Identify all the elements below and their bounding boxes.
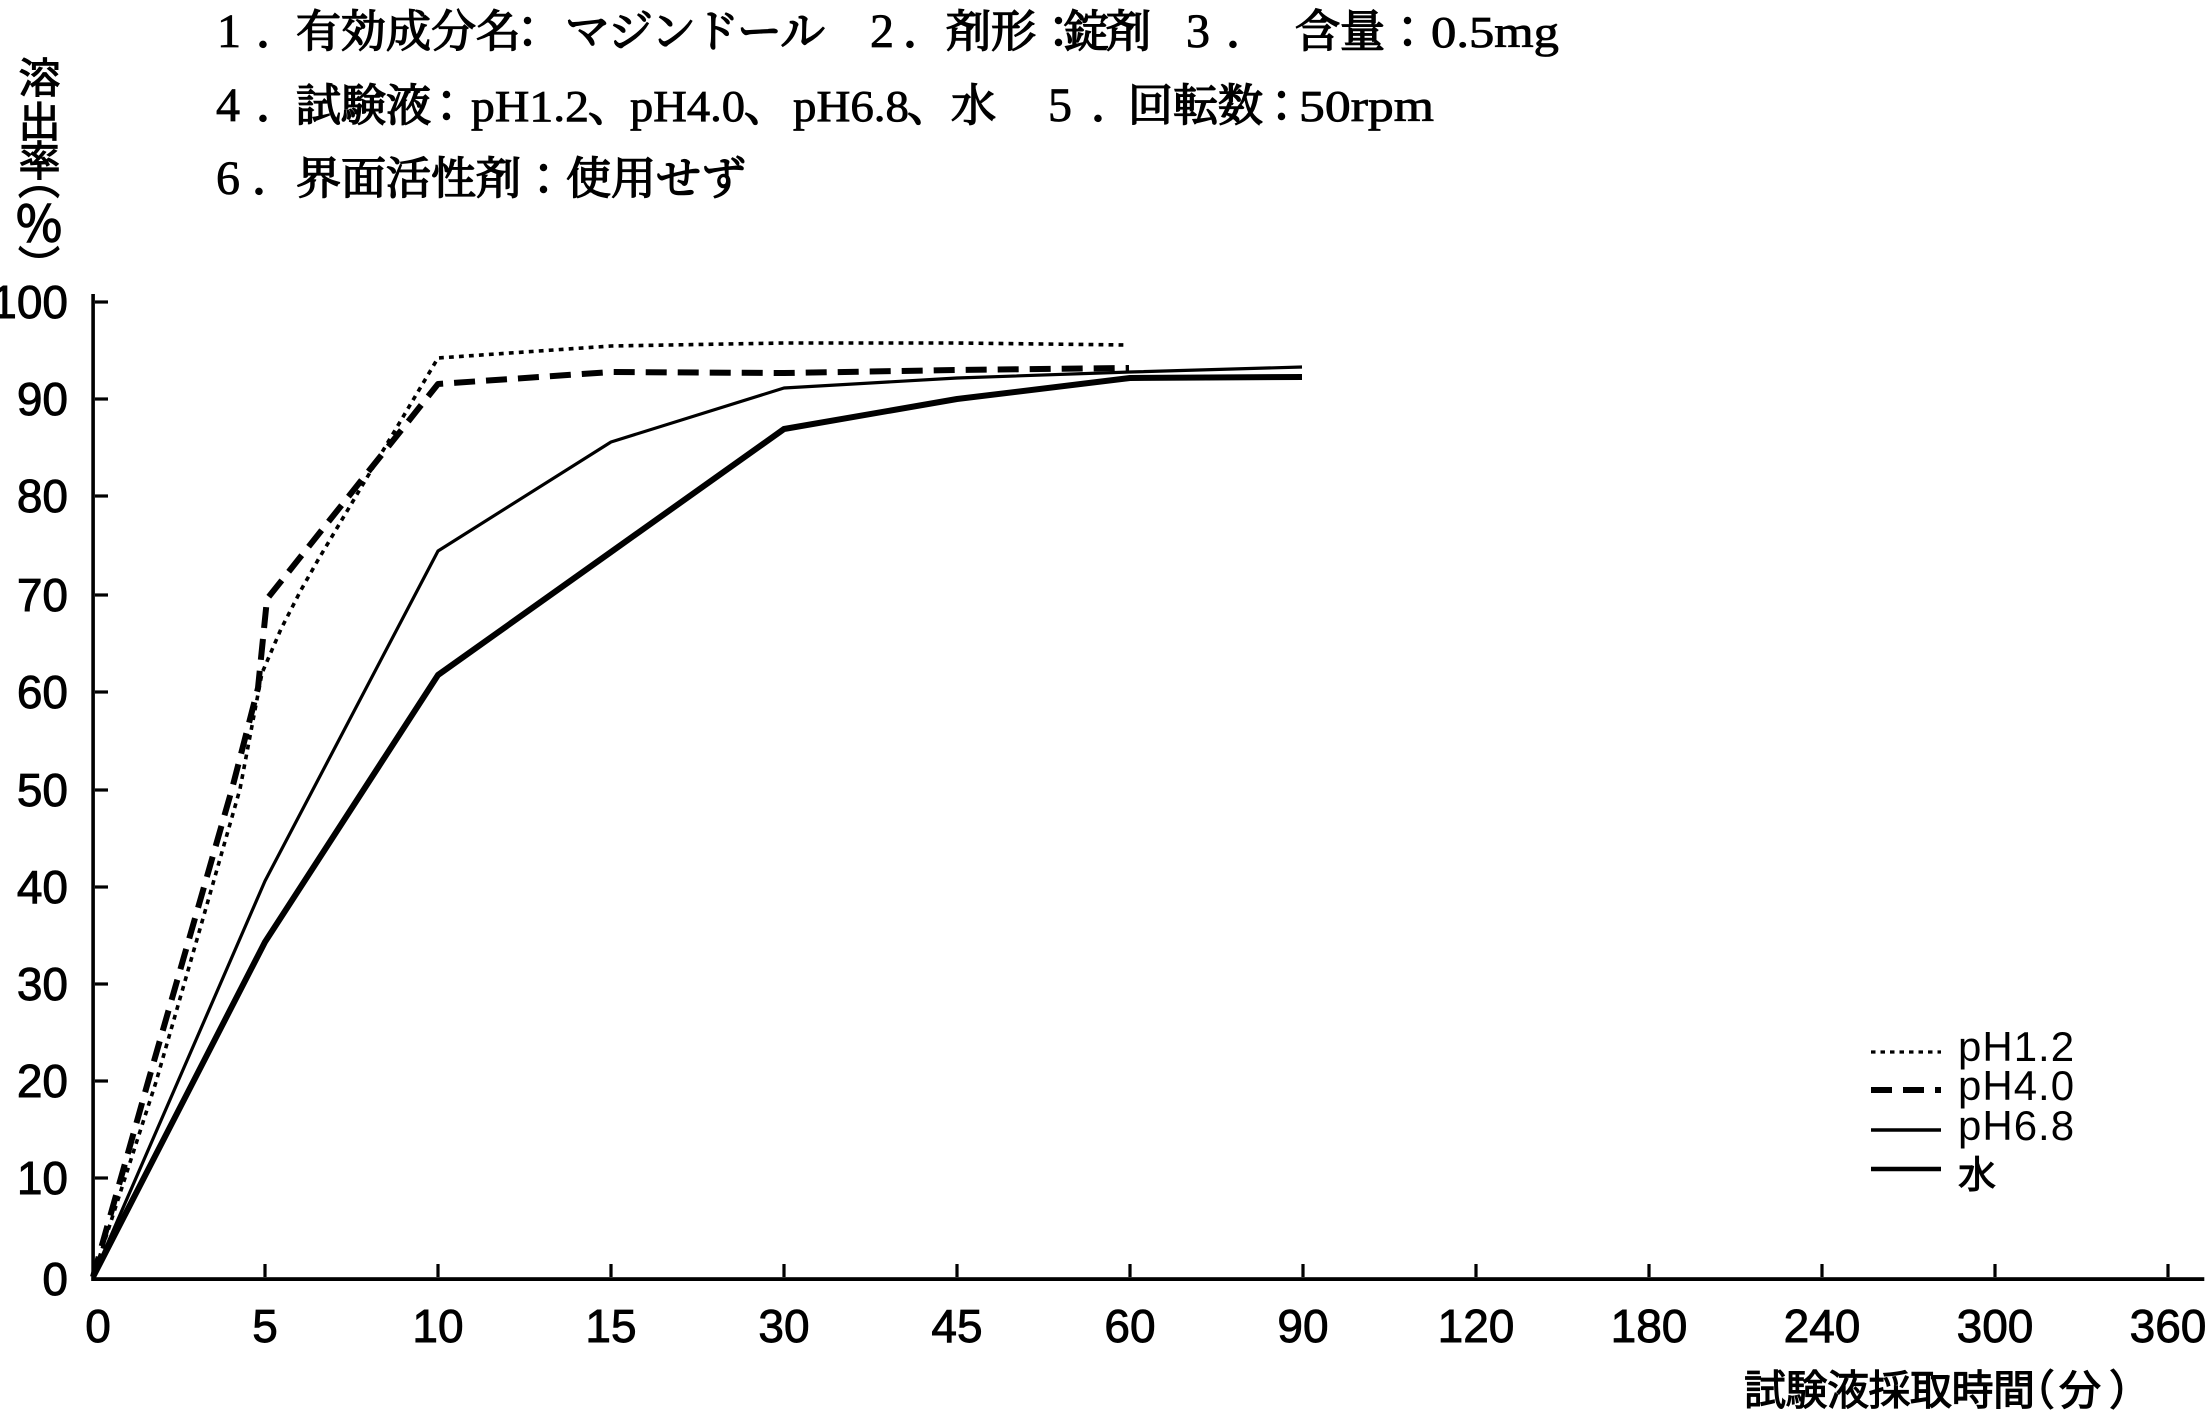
svg-text:15: 15 xyxy=(585,1300,636,1352)
svg-text:2: 2 xyxy=(870,5,894,58)
svg-text:40: 40 xyxy=(17,861,68,913)
svg-text:80: 80 xyxy=(17,470,68,522)
svg-text:240: 240 xyxy=(1784,1300,1861,1352)
svg-text:3: 3 xyxy=(1186,5,1210,58)
svg-text:180: 180 xyxy=(1611,1300,1688,1352)
svg-text:pH6.8: pH6.8 xyxy=(793,82,909,131)
svg-text:30: 30 xyxy=(17,958,68,1010)
svg-text:60: 60 xyxy=(17,666,68,718)
svg-text:5: 5 xyxy=(1048,79,1072,132)
svg-text:100: 100 xyxy=(0,276,68,328)
svg-text:6: 6 xyxy=(216,152,240,205)
svg-text:50rpm: 50rpm xyxy=(1299,82,1434,131)
svg-text:pH1.2: pH1.2 xyxy=(471,82,589,131)
svg-text:pH4.0: pH4.0 xyxy=(630,82,745,131)
svg-text:pH1.2: pH1.2 xyxy=(1958,1023,2075,1070)
svg-text:360: 360 xyxy=(2130,1300,2207,1352)
svg-text:50: 50 xyxy=(17,764,68,816)
svg-text:30: 30 xyxy=(758,1300,809,1352)
svg-text:45: 45 xyxy=(931,1300,982,1352)
svg-text:0: 0 xyxy=(42,1253,68,1305)
svg-text:60: 60 xyxy=(1104,1300,1155,1352)
svg-text:20: 20 xyxy=(17,1055,68,1107)
svg-text:pH6.8: pH6.8 xyxy=(1958,1102,2075,1149)
svg-text:pH4.0: pH4.0 xyxy=(1958,1062,2075,1109)
svg-text:4: 4 xyxy=(216,79,240,132)
svg-text:5: 5 xyxy=(252,1300,278,1352)
svg-text:0.5mg: 0.5mg xyxy=(1431,8,1559,57)
svg-text:120: 120 xyxy=(1438,1300,1515,1352)
svg-text:10: 10 xyxy=(17,1152,68,1204)
svg-text:10: 10 xyxy=(412,1300,463,1352)
svg-text:70: 70 xyxy=(17,569,68,621)
svg-text:300: 300 xyxy=(1957,1300,2034,1352)
svg-text:1: 1 xyxy=(217,5,241,58)
svg-text:90: 90 xyxy=(17,373,68,425)
svg-text:90: 90 xyxy=(1277,1300,1328,1352)
svg-text:0: 0 xyxy=(85,1300,111,1352)
